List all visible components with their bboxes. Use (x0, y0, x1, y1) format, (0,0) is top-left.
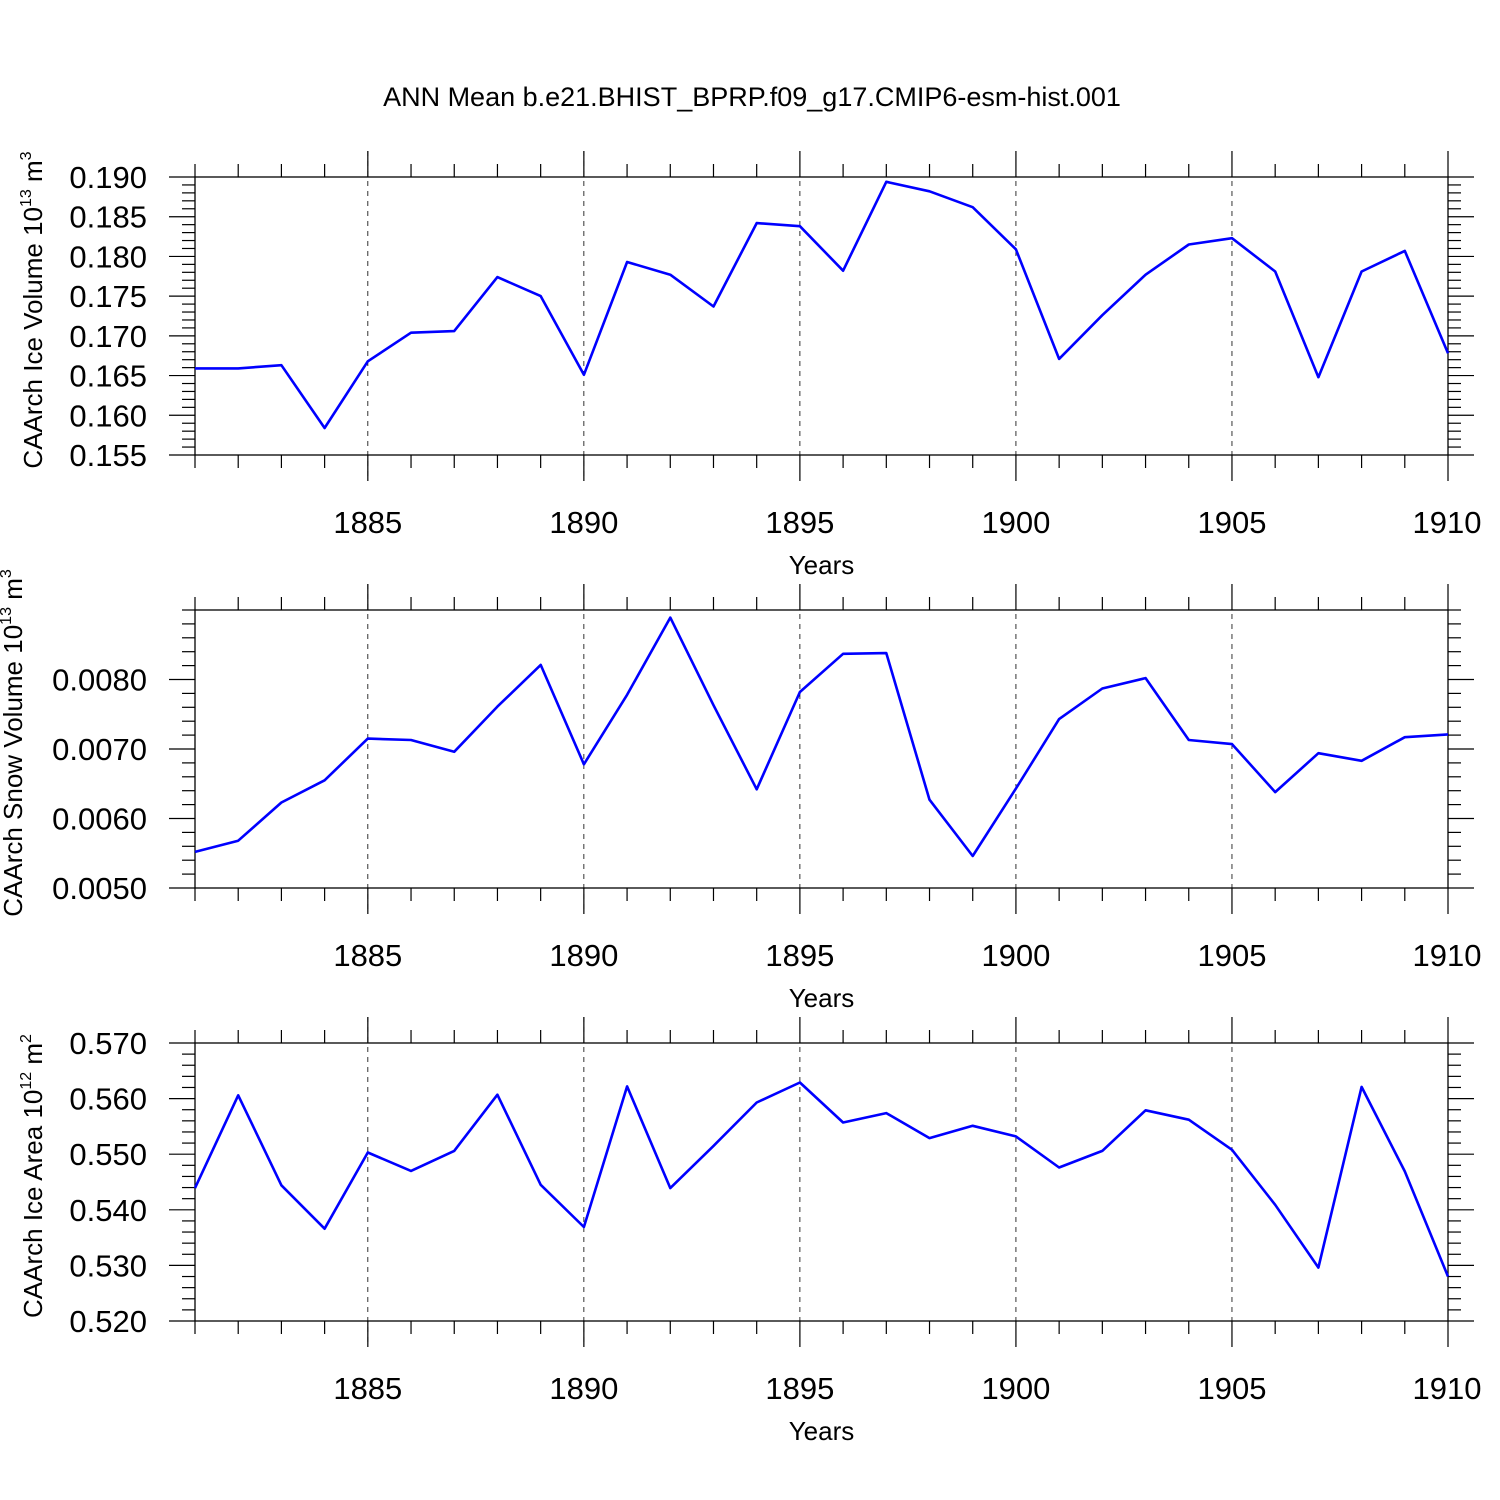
panel-2: 0.0050 0.0060 0.0070 0.0080 1885 1890 1895 1900… (0, 569, 1481, 1013)
y-tick-label: 0.530 (69, 1248, 147, 1283)
x-tick-label: 1885 (333, 505, 402, 540)
y-tick-label: 0.520 (69, 1304, 147, 1339)
x-tick-label: 1910 (1413, 1371, 1482, 1406)
x-tick-label: 1900 (981, 505, 1050, 540)
x-tick-label: 1895 (765, 1371, 834, 1406)
chart-title: ANN Mean b.e21.BHIST_BPRP.f09_g17.CMIP6-… (383, 82, 1121, 112)
y-tick-label: 0.160 (69, 398, 147, 433)
y-tick-label: 0.185 (69, 200, 147, 235)
x-tick-label: 1900 (981, 1371, 1050, 1406)
plot-frame (194, 176, 1449, 456)
x-tick-label: 1890 (549, 938, 618, 973)
y-tick-label: 0.570 (69, 1026, 147, 1061)
x-axis-title: Years (789, 983, 855, 1013)
plot-frame (194, 609, 1449, 889)
x-tick-label: 1905 (1197, 1371, 1266, 1406)
x-tick-label: 1910 (1413, 505, 1482, 540)
panel-3: 0.520 0.530 0.540 0.550 0.560 0.570 1885 1890 18… (18, 1017, 1481, 1446)
y-tick-label: 0.165 (69, 359, 147, 394)
plot-frame (194, 1042, 1449, 1322)
series-line (195, 180, 1450, 430)
x-tick-label: 1890 (549, 1371, 618, 1406)
y-tick-label: 0.0060 (52, 802, 147, 837)
y-tick-label: 0.0050 (52, 871, 147, 906)
x-axis-title: Years (789, 550, 855, 580)
y-tick-label: 0.560 (69, 1082, 147, 1117)
x-tick-label: 1885 (333, 1371, 402, 1406)
y-tick-label: 0.170 (69, 319, 147, 354)
y-axis-title: CAArch Ice Volume 1013 m3 (18, 151, 48, 468)
y-axis-title: CAArch Ice Area 1012 m2 (18, 1034, 48, 1318)
y-axis-title: CAArch Snow Volume 1013 m3 (0, 569, 28, 917)
x-tick-label: 1895 (765, 505, 834, 540)
x-tick-label: 1905 (1197, 505, 1266, 540)
x-tick-label: 1900 (981, 938, 1050, 973)
x-tick-label: 1905 (1197, 938, 1266, 973)
y-tick-label: 0.175 (69, 279, 147, 314)
x-tick-label: 1885 (333, 938, 402, 973)
series-line (194, 616, 1449, 858)
y-tick-label: 0.190 (69, 160, 147, 195)
series-line (193, 1081, 1450, 1277)
y-tick-label: 0.0080 (52, 663, 147, 698)
x-tick-label: 1890 (549, 505, 618, 540)
panel-1: 0.155 0.160 0.165 0.170 0.175 0.180 0.185 0.190… (18, 151, 1481, 580)
y-tick-label: 0.540 (69, 1193, 147, 1228)
y-tick-label: 0.155 (69, 438, 147, 473)
y-tick-label: 0.0070 (52, 732, 147, 767)
x-tick-label: 1895 (765, 938, 834, 973)
y-tick-label: 0.550 (69, 1137, 147, 1172)
x-tick-label: 1910 (1413, 938, 1482, 973)
y-tick-label: 0.180 (69, 239, 147, 274)
x-axis-title: Years (789, 1416, 855, 1446)
